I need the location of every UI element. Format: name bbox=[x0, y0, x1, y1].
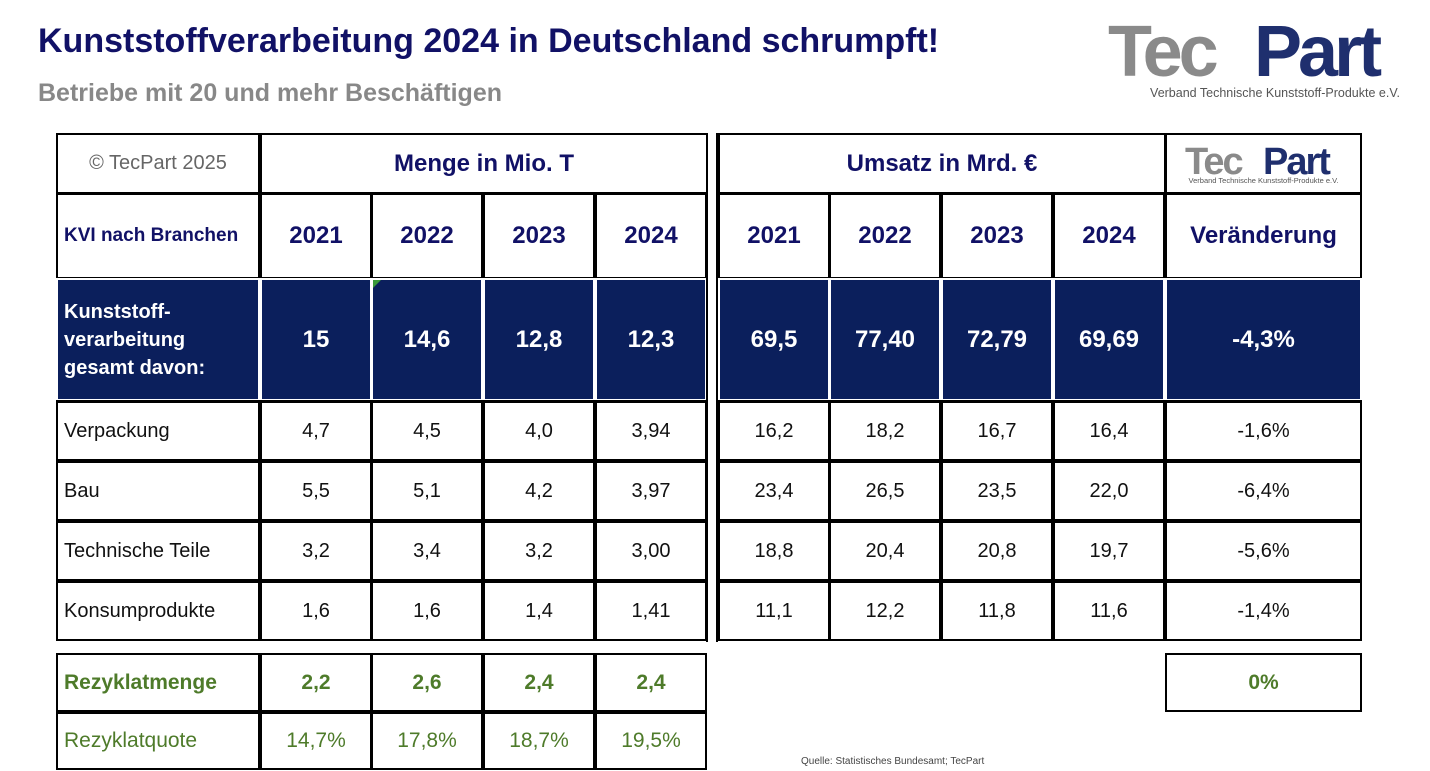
rezyklatmenge-cell: 2,4 bbox=[595, 653, 707, 712]
branch-menge-cell: 3,4 bbox=[371, 520, 483, 581]
branch-menge-cell: 3,97 bbox=[595, 460, 707, 521]
total-change-cell: -4,3% bbox=[1165, 278, 1362, 401]
branch-menge-cell: 5,1 bbox=[371, 460, 483, 521]
branch-label: Technische Teile bbox=[56, 520, 260, 581]
rezyklatquote-cell: 14,7% bbox=[260, 712, 372, 770]
rezyklatmenge-change-cell: 0% bbox=[1165, 653, 1362, 712]
branch-menge-cell: 1,41 bbox=[595, 580, 707, 641]
branch-label: Verpackung bbox=[56, 400, 260, 461]
branch-umsatz-cell: 19,7 bbox=[1053, 520, 1165, 581]
menge-year-2022: 2022 bbox=[371, 193, 483, 279]
total-menge-cell: 15 bbox=[260, 278, 372, 401]
tecpart-small-logo-icon: Tec Part bbox=[1185, 142, 1333, 178]
branch-umsatz-cell: 11,6 bbox=[1053, 580, 1165, 641]
branch-umsatz-cell: 18,2 bbox=[829, 400, 941, 461]
rezyklatquote-cell: 19,5% bbox=[595, 712, 707, 770]
total-umsatz-cell: 72,79 bbox=[941, 278, 1053, 401]
branch-menge-cell: 1,6 bbox=[371, 580, 483, 641]
branch-change-cell: -6,4% bbox=[1165, 460, 1362, 521]
tecpart-logo-icon: Tec Part bbox=[1108, 16, 1386, 86]
branch-menge-cell: 3,94 bbox=[595, 400, 707, 461]
branch-umsatz-cell: 23,5 bbox=[941, 460, 1053, 521]
total-umsatz-cell: 77,40 bbox=[829, 278, 941, 401]
tecpart-logo: Tec Part bbox=[1108, 16, 1400, 104]
umsatz-header: Umsatz in Mrd. € bbox=[718, 133, 1166, 194]
branch-menge-cell: 5,5 bbox=[260, 460, 372, 521]
logo-wordmark-part: Part bbox=[1254, 16, 1382, 86]
branch-menge-cell: 1,4 bbox=[483, 580, 595, 641]
branch-label: Konsumprodukte bbox=[56, 580, 260, 641]
branch-menge-cell: 4,7 bbox=[260, 400, 372, 461]
total-menge-cell: 14,6 bbox=[371, 278, 483, 401]
copyright-cell: © TecPart 2025 bbox=[56, 133, 260, 194]
umsatz-year-2022: 2022 bbox=[829, 193, 941, 279]
page-subtitle: Betriebe mit 20 und mehr Beschäftigen bbox=[38, 79, 503, 107]
branch-change-cell: -1,4% bbox=[1165, 580, 1362, 641]
branch-change-cell: -5,6% bbox=[1165, 520, 1362, 581]
source-note: Quelle: Statistisches Bundesamt; TecPart bbox=[801, 756, 985, 767]
total-umsatz-cell: 69,69 bbox=[1053, 278, 1165, 401]
rezyklatquote-cell: 17,8% bbox=[371, 712, 483, 770]
rezyklatmenge-cell: 2,4 bbox=[483, 653, 595, 712]
branch-umsatz-cell: 16,7 bbox=[941, 400, 1053, 461]
branch-menge-cell: 4,0 bbox=[483, 400, 595, 461]
logo-wordmark-tec: Tec bbox=[1108, 16, 1217, 86]
branch-menge-cell: 3,2 bbox=[260, 520, 372, 581]
branch-menge-cell: 4,5 bbox=[371, 400, 483, 461]
logo-cell: Tec Part Verband Technische Kunststoff-Pro… bbox=[1165, 133, 1362, 194]
branch-umsatz-cell: 16,2 bbox=[718, 400, 830, 461]
branch-menge-cell: 1,6 bbox=[260, 580, 372, 641]
rezyklatmenge-label: Rezyklatmenge bbox=[56, 653, 260, 712]
branch-label: Bau bbox=[56, 460, 260, 521]
row-label-header: KVI nach Branchen bbox=[56, 193, 260, 279]
menge-header: Menge in Mio. T bbox=[260, 133, 708, 194]
total-menge-cell: 12,8 bbox=[483, 278, 595, 401]
rezyklatmenge-cell: 2,6 bbox=[371, 653, 483, 712]
total-label: Kunststoff-verarbeitung gesamt davon: bbox=[56, 278, 260, 401]
branch-menge-cell: 4,2 bbox=[483, 460, 595, 521]
branch-umsatz-cell: 26,5 bbox=[829, 460, 941, 521]
branch-umsatz-cell: 11,1 bbox=[718, 580, 830, 641]
svg-text:Part: Part bbox=[1263, 142, 1331, 178]
branch-umsatz-cell: 16,4 bbox=[1053, 400, 1165, 461]
page-title: Kunststoffverarbeitung 2024 in Deutschla… bbox=[38, 22, 940, 60]
branch-umsatz-cell: 23,4 bbox=[718, 460, 830, 521]
total-menge-cell: 12,3 bbox=[595, 278, 707, 401]
branch-umsatz-cell: 12,2 bbox=[829, 580, 941, 641]
branch-umsatz-cell: 20,4 bbox=[829, 520, 941, 581]
branch-umsatz-cell: 11,8 bbox=[941, 580, 1053, 641]
branch-change-cell: -1,6% bbox=[1165, 400, 1362, 461]
logo-tagline: Verband Technische Kunststoff-Produkte e… bbox=[1150, 86, 1400, 100]
change-header: Veränderung bbox=[1165, 193, 1362, 279]
cell-comment-marker bbox=[373, 280, 381, 288]
menge-year-2021: 2021 bbox=[260, 193, 372, 279]
menge-year-2023: 2023 bbox=[483, 193, 595, 279]
umsatz-year-2024: 2024 bbox=[1053, 193, 1165, 279]
umsatz-year-2023: 2023 bbox=[941, 193, 1053, 279]
small-logo-tagline: Verband Technische Kunststoff-Produkte e… bbox=[1188, 176, 1339, 185]
menge-year-2024: 2024 bbox=[595, 193, 707, 279]
rezyklatquote-label: Rezyklatquote bbox=[56, 712, 260, 770]
total-umsatz-cell: 69,5 bbox=[718, 278, 830, 401]
block-separator bbox=[706, 133, 718, 642]
branch-menge-cell: 3,2 bbox=[483, 520, 595, 581]
branch-umsatz-cell: 20,8 bbox=[941, 520, 1053, 581]
umsatz-year-2021: 2021 bbox=[718, 193, 830, 279]
branch-menge-cell: 3,00 bbox=[595, 520, 707, 581]
rezyklatquote-cell: 18,7% bbox=[483, 712, 595, 770]
svg-text:Tec: Tec bbox=[1185, 142, 1244, 178]
branch-umsatz-cell: 22,0 bbox=[1053, 460, 1165, 521]
branch-umsatz-cell: 18,8 bbox=[718, 520, 830, 581]
rezyklatmenge-cell: 2,2 bbox=[260, 653, 372, 712]
